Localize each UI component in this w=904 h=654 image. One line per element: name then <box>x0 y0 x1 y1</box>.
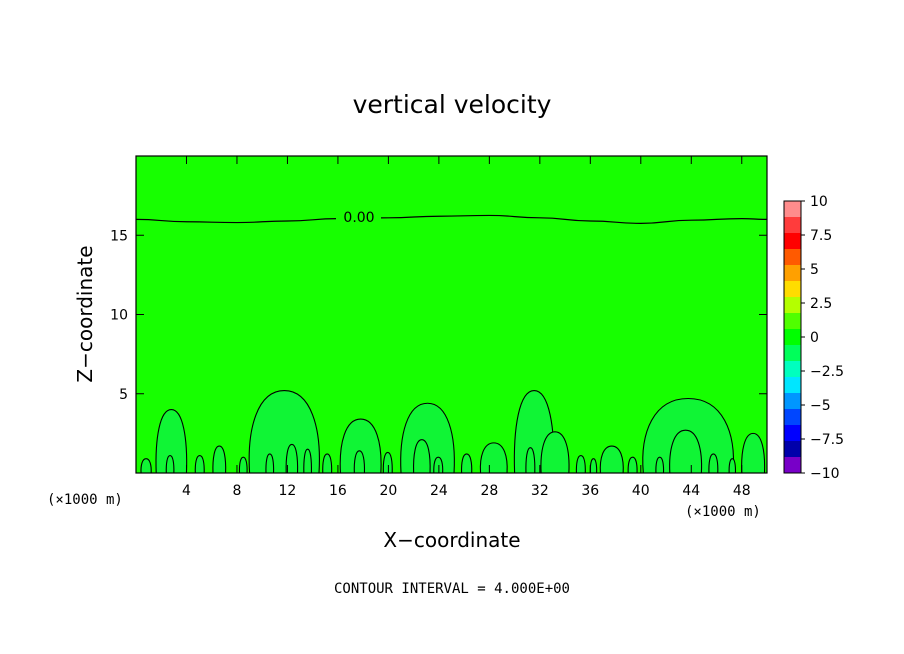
contour-cell-6 <box>540 431 570 474</box>
contour-cell-2 <box>339 418 382 474</box>
x-tick-label: 44 <box>682 483 700 499</box>
x-tick-label: 4 <box>182 483 191 499</box>
contour-interval-footer: CONTOUR INTERVAL = 4.000E+00 <box>334 581 570 597</box>
contour-cell-0 <box>248 390 320 474</box>
colorbar-tick-label: 5 <box>810 262 819 278</box>
contour-cell-10 <box>479 442 508 474</box>
colorbar-swatch <box>784 345 801 362</box>
x-tick-label: 16 <box>329 483 347 499</box>
contour-cell-13 <box>212 445 227 474</box>
colorbar-swatch <box>784 441 801 458</box>
contour-cell-11 <box>412 439 431 474</box>
colorbar-tick-label: 7.5 <box>810 228 832 244</box>
x-left-unit-label: (×1000 m) <box>47 492 123 508</box>
contour-cell-16 <box>322 453 333 474</box>
x-tick-label: 36 <box>581 483 599 499</box>
colorbar-swatch <box>784 361 801 378</box>
contour-cell-31 <box>728 458 737 474</box>
colorbar: 10 7.5 5 2.5 0 −2.5 −5 −7.5 −10 <box>783 194 844 482</box>
colorbar-swatch <box>784 297 801 314</box>
colorbar-swatch <box>784 265 801 282</box>
colorbar-swatch <box>784 329 801 346</box>
colorbar-swatch <box>784 201 801 218</box>
colorbar-swatch <box>784 425 801 442</box>
contour-cell-28 <box>265 453 275 474</box>
y-tick-label: 10 <box>110 308 128 324</box>
contour-cell-25 <box>303 448 313 474</box>
contour-cell-30 <box>655 456 665 474</box>
colorbar-swatch <box>784 409 801 426</box>
contour-cell-22 <box>238 456 248 474</box>
colorbar-swatch <box>784 233 801 250</box>
x-right-unit-label: (×1000 m) <box>685 504 761 520</box>
contour-cell-17 <box>382 451 393 474</box>
x-tick-label: 20 <box>379 483 397 499</box>
colorbar-swatch <box>784 377 801 394</box>
x-axis-ticks: 4 8 12 16 20 24 28 32 36 40 44 48 <box>182 156 751 499</box>
plot-area: 0.00 <box>135 155 768 474</box>
colorbar-tick-label: 0 <box>810 330 819 346</box>
colorbar-swatch <box>784 249 801 266</box>
contour-cell-18 <box>460 453 473 474</box>
y-tick-label: 5 <box>119 387 128 403</box>
colorbar-swatch <box>784 393 801 410</box>
colorbar-swatch <box>784 281 801 298</box>
colorbar-tick-label: 10 <box>810 194 828 210</box>
x-tick-label: 28 <box>480 483 498 499</box>
contour-cell-27 <box>433 456 444 474</box>
x-tick-label: 8 <box>232 483 241 499</box>
contour-cell-15 <box>194 455 205 474</box>
y-axis-ticks: 5 10 15 <box>110 228 767 403</box>
x-tick-label: 12 <box>279 483 297 499</box>
contour-cell-21 <box>708 453 719 474</box>
y-axis-label: Z−coordinate <box>73 245 97 382</box>
x-tick-label: 24 <box>430 483 448 499</box>
colorbar-tick-label: −10 <box>810 466 840 482</box>
colorbar-tick-label: −7.5 <box>810 432 844 448</box>
contour-cell-1 <box>155 409 188 474</box>
colorbar-swatch <box>784 313 801 330</box>
contour-cell-7 <box>669 429 703 474</box>
x-tick-label: 48 <box>733 483 751 499</box>
colorbar-tick-label: −2.5 <box>810 364 844 380</box>
zero-contour-line <box>135 214 768 224</box>
chart-title: vertical velocity <box>353 90 552 119</box>
colorbar-tick-label: 2.5 <box>810 296 832 312</box>
zero-contour-label-bg <box>336 208 381 226</box>
colorbar-swatch <box>784 457 801 474</box>
x-tick-label: 32 <box>531 483 549 499</box>
zero-contour-label: 0.00 <box>343 210 374 226</box>
contour-cell-24 <box>165 455 175 474</box>
contour-cell-12 <box>285 443 299 474</box>
contour-cell-19 <box>575 455 586 474</box>
contour-cell-8 <box>741 432 766 474</box>
contour-cell-20 <box>627 456 638 474</box>
colorbar-tick-label: −5 <box>810 398 831 414</box>
colorbar-swatch <box>784 217 801 234</box>
contour-cell-9 <box>599 445 624 474</box>
contour-cell-29 <box>589 458 598 474</box>
contour-cells <box>140 390 766 474</box>
contour-cell-23 <box>353 450 366 474</box>
y-tick-label: 15 <box>110 228 128 244</box>
contour-cell-26 <box>525 447 536 474</box>
contour-cell-14 <box>140 458 152 474</box>
x-tick-label: 40 <box>632 483 650 499</box>
x-axis-label: X−coordinate <box>383 528 520 552</box>
